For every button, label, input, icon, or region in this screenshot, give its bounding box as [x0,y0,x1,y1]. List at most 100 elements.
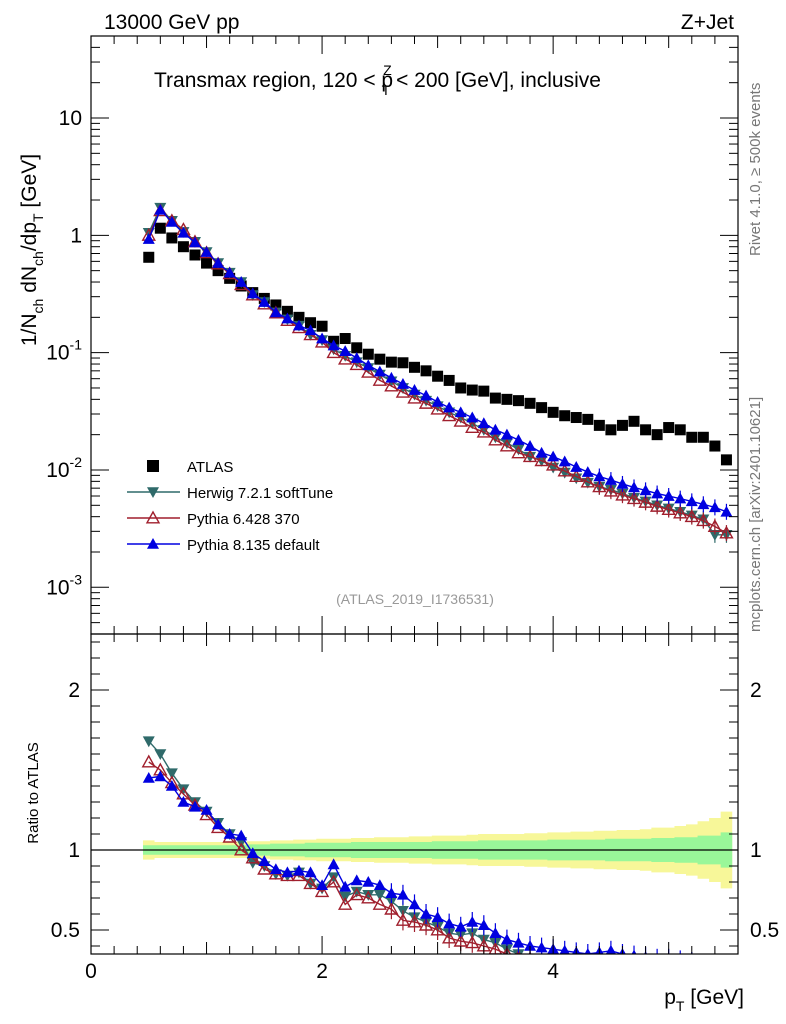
ratio-ytick-label-right: 2 [750,679,762,702]
ratio-ytick-label: 2 [68,679,80,702]
legend-marker-atlas [147,460,159,472]
ratio-point-herwig [362,890,375,901]
region-title-sup: Z [383,62,392,78]
main-point-herwig [708,530,721,541]
main-point-pythia8 [489,423,502,435]
main-point-pythia6 [545,457,561,471]
ratio-point-pythia8 [292,864,305,876]
main-point-pythia8 [200,246,213,257]
ratio-point-pythia8 [350,874,363,886]
ratio-point-pythia8 [584,948,592,954]
ratio-point-pythia8 [142,772,155,783]
ylabel-pre: 1/N [18,313,41,346]
main-point-pythia8 [720,505,733,517]
main-point-pythia8 [558,455,571,467]
ratio-point-pythia6 [640,966,652,977]
ratio-ylabel: Ratio to ATLAS [25,742,42,843]
main-point-atlas [409,361,420,373]
main-point-pythia8 [188,236,201,248]
main-point-atlas [143,251,155,263]
main-point-pythia6 [361,364,376,378]
main-point-pythia6 [349,357,364,371]
main-point-atlas [582,413,594,425]
ratio-point-pythia6 [326,874,341,888]
main-point-pythia6 [441,408,457,422]
ratio-point-herwig [697,973,709,984]
main-point-atlas [489,392,501,404]
ratio-point-pythia8 [235,829,248,841]
ratio-point-herwig [593,962,605,973]
region-title-pre: Transmax region, 120 < p [154,69,393,92]
main-point-pythia6 [499,438,515,452]
main-point-atlas [593,419,605,431]
region-title-post: < 200 [GeV], inclusive [390,69,601,92]
legend-label-atlas: ATLAS [187,459,233,476]
ratio-point-pythia8 [420,908,433,919]
main-point-atlas [385,356,397,368]
ratio-point-pythia6 [418,917,434,931]
main-point-pythia8 [362,359,375,371]
analysis-id: (ATLAS_2019_I1736531) [336,591,494,607]
main-point-pythia8 [281,312,294,324]
main-point-pythia6 [638,494,653,508]
main-point-pythia6 [534,453,549,467]
ratio-point-pythia8 [512,936,525,948]
main-point-pythia8 [662,490,675,501]
ratio-point-pythia8 [362,876,375,887]
main-point-atlas [709,440,721,452]
ratio-point-pythia8 [686,956,698,967]
ratio-point-pythia8 [154,770,167,782]
ratio-point-pythia6 [559,956,571,967]
ratio-point-pythia6 [686,972,698,983]
ratio-point-herwig [686,973,698,984]
main-point-pythia8 [316,332,329,344]
xlabel-pre: p [664,986,676,1009]
main-point-pythia6 [372,372,388,386]
ratio-point-herwig [651,967,663,978]
ratio-point-pythia6 [349,887,364,901]
ylabel-mid: dN [18,266,41,299]
ratio-point-pythia6 [372,896,388,910]
main-point-pythia8 [373,365,386,377]
legend-marker-pythia8 [147,538,159,549]
main-point-pythia8 [246,287,259,299]
ratio-point-herwig [570,960,582,971]
ratio-point-pythia6 [651,967,663,978]
ratio-point-pythia8 [477,919,490,930]
main-point-pythia6 [407,390,422,404]
main-point-pythia6 [719,525,734,539]
main-point-herwig [500,438,513,449]
main-point-pythia6 [337,351,353,365]
main-point-herwig [512,444,525,456]
main-point-pythia6 [557,463,572,477]
main-point-pythia6 [430,401,445,415]
main-point-pythia6 [580,474,595,488]
main-ytick-label: 1 [70,224,82,247]
main-point-atlas [478,385,490,397]
main-point-pythia6 [661,502,676,516]
ratio-point-pythia6 [628,964,640,975]
ratio-point-pythia8 [223,828,236,839]
legend: ATLAS Herwig 7.2.1 softTune Pythia 6.428 3… [127,459,333,554]
main-ytick-label: 10-1 [46,337,82,365]
ratio-point-pythia6 [314,884,330,898]
main-point-atlas [362,348,374,360]
ratio-point-pythia8 [443,917,456,929]
ratio-point-pythia8 [269,863,282,874]
main-point-pythia8 [327,339,340,351]
ratio-point-pythia8 [339,880,352,892]
energy-label: 13000 GeV pp [104,11,239,34]
main-point-atlas [512,395,524,407]
ratio-ytick-label: 1 [68,839,80,862]
ratio-point-pythia6 [582,961,594,972]
main-point-pythia8 [628,481,641,493]
main-point-pythia8 [165,215,178,227]
ratio-point-pythia8 [188,800,201,812]
ratio-point-pythia8 [709,959,721,970]
main-point-pythia8 [454,406,467,418]
ratio-point-pythia6 [697,972,709,983]
main-line-pythia6 [148,209,727,534]
ratio-point-pythia6 [441,930,457,944]
ratio-point-pythia6 [361,890,376,904]
main-point-pythia8 [350,352,363,363]
